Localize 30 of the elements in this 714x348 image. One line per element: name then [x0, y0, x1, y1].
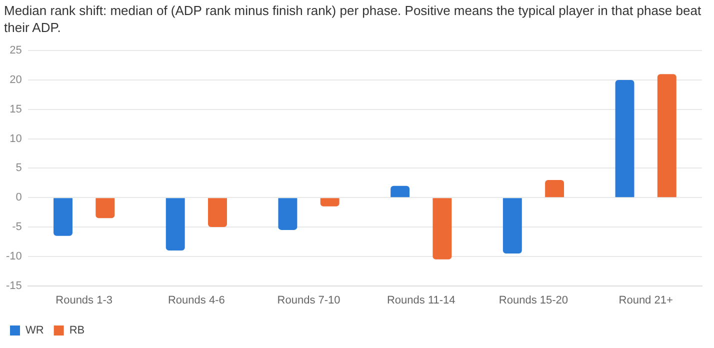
legend-label: WR [26, 324, 44, 337]
legend-label: RB [69, 324, 85, 337]
x-tick-label: Rounds 7-10 [277, 294, 340, 306]
y-tick-label: 5 [16, 162, 22, 174]
bar [278, 198, 298, 230]
bar [615, 80, 634, 198]
y-tick-label: 10 [10, 132, 22, 145]
x-tick-label: Rounds 1-3 [56, 294, 113, 306]
bar [545, 180, 564, 198]
bar [502, 198, 522, 254]
bar [54, 198, 72, 236]
bar [432, 198, 452, 260]
bar [96, 198, 115, 218]
y-tick-label: -10 [6, 250, 22, 262]
y-tick-label: 15 [10, 103, 22, 116]
y-tick-label: 20 [10, 74, 22, 86]
y-tick-label: -15 [6, 280, 22, 292]
x-tick-label: Rounds 15-20 [498, 294, 568, 306]
x-tick-label: Rounds 11-14 [386, 294, 456, 306]
bar [657, 74, 676, 198]
bar [166, 198, 185, 251]
chart-title: Median rank shift: median of (ADP rank minus finish rank) per phase. Positive means the typical player in that phase beat their ADP. [3, 2, 702, 37]
x-tick-label: Round 21+ [618, 294, 673, 306]
bar [208, 198, 227, 227]
bar [320, 198, 340, 206]
y-tick-label: 25 [10, 44, 22, 57]
y-tick-label: -5 [12, 221, 22, 234]
y-tick-label: 0 [16, 192, 22, 204]
x-tick-label: Rounds 4-6 [168, 294, 225, 306]
bar [390, 186, 410, 198]
